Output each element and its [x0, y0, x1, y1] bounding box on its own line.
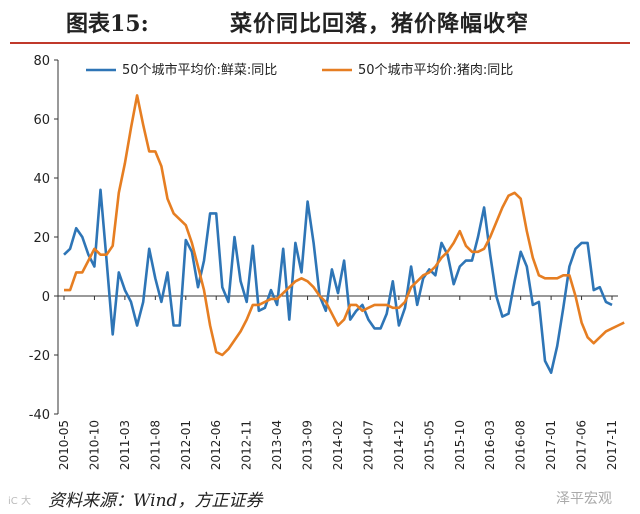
- series-line-veg: [63, 188, 613, 374]
- legend-label-1: 50个城市平均价:猪肉:同比: [358, 62, 513, 78]
- x-tick-label-8: 2013-09: [301, 420, 315, 470]
- y-tick-label-1: -20: [29, 349, 50, 364]
- y-tick-label-5: 60: [33, 113, 50, 128]
- x-tick-label-12: 2015-05: [422, 420, 436, 470]
- y-tick-label-6: 80: [33, 54, 50, 69]
- legend-label-0: 50个城市平均价:鲜菜:同比: [122, 62, 277, 78]
- title-bar: 图表15: 菜价同比回落，猪价降幅收窄: [0, 0, 640, 44]
- x-tick-label-3: 2011-08: [148, 420, 162, 470]
- x-tick-label-16: 2017-01: [544, 420, 558, 470]
- y-tick-label-0: -40: [29, 408, 50, 423]
- x-tick-label-18: 2017-11: [605, 420, 619, 470]
- x-tick-label-1: 2010-10: [87, 420, 101, 470]
- y-tick-label-4: 40: [33, 172, 50, 187]
- chart-title: 菜价同比回落，猪价降幅收窄: [230, 11, 530, 37]
- series-line-pork: [64, 94, 625, 357]
- x-tick-label-4: 2012-01: [179, 420, 193, 470]
- x-tick-label-10: 2014-07: [361, 420, 375, 470]
- line-chart: -40 -20 0 20 40 60 80 2010-05 2010-10 2011-03 2011…: [29, 54, 625, 470]
- x-tick-label-17: 2017-06: [575, 420, 589, 470]
- title-rule: [10, 42, 630, 44]
- x-tick-label-7: 2013-04: [270, 420, 284, 470]
- watermark: 泽平宏观: [556, 491, 612, 507]
- x-tick-label-11: 2014-12: [392, 420, 406, 470]
- x-tick-label-9: 2014-02: [331, 420, 345, 470]
- y-tick-label-2: 0: [42, 290, 50, 305]
- x-tick-label-2: 2011-03: [118, 420, 132, 470]
- x-tick-label-6: 2012-11: [240, 420, 254, 470]
- watermark-left: iC 大: [8, 496, 31, 507]
- source-note: 资料来源：Wind，方正证券: [48, 491, 263, 511]
- x-tick-label-14: 2016-03: [483, 420, 497, 470]
- y-tick-label-3: 20: [33, 231, 50, 246]
- x-tick-label-15: 2016-08: [514, 420, 528, 470]
- x-tick-label-13: 2015-10: [453, 420, 467, 470]
- figure-label: 图表15:: [66, 11, 149, 37]
- x-tick-label-0: 2010-05: [57, 420, 71, 470]
- x-tick-label-5: 2012-06: [209, 420, 223, 470]
